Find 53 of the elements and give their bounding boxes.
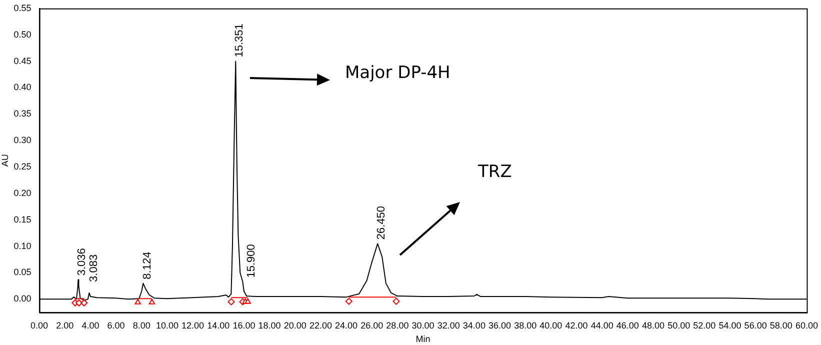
annotation: 3.036 — [76, 248, 88, 276]
y-tick-label: 0.00 — [14, 294, 32, 304]
x-tick-label: 28.00 — [386, 320, 409, 330]
x-tick-label: 14.00 — [207, 320, 230, 330]
x-tick-label: 0.00 — [30, 320, 48, 330]
y-tick-label: 0.05 — [14, 267, 32, 278]
annotation: 15.351 — [234, 24, 246, 58]
y-tick-label: 0.30 — [14, 135, 32, 146]
y-tick-label: 0.50 — [14, 29, 32, 40]
x-tick-label: 34.00 — [462, 320, 486, 330]
x-tick-label: 54.00 — [718, 320, 742, 330]
x-tick-label: 6.00 — [107, 320, 125, 330]
x-tick-label: 36.00 — [488, 320, 512, 330]
x-tick-label: 26.00 — [360, 320, 384, 330]
annotation: 15.900 — [246, 244, 258, 278]
x-axis-title: Min — [416, 334, 430, 344]
y-tick-label: 0.25 — [14, 161, 32, 172]
x-tick-label: 32.00 — [437, 320, 460, 330]
y-tick-label: 0.10 — [14, 240, 32, 251]
y-tick-label: 0.15 — [14, 214, 32, 224]
y-tick-label: 0.55 — [14, 2, 32, 13]
y-tick-label: 0.35 — [14, 108, 32, 119]
annotation: 3.083 — [88, 254, 100, 282]
annotation: 26.450 — [376, 206, 388, 240]
y-tick-label: 0.45 — [14, 56, 32, 66]
y-tick-label: 0.40 — [14, 82, 32, 92]
annotation: TRZ — [478, 162, 512, 182]
x-tick-label: 8.00 — [132, 320, 150, 330]
x-tick-label: 48.00 — [642, 320, 665, 330]
x-tick-label: 24.00 — [335, 320, 358, 330]
x-tick-label: 10.00 — [156, 320, 178, 330]
x-tick-label: 22.00 — [309, 320, 332, 330]
x-tick-label: 16.00 — [232, 320, 256, 330]
x-tick-label: 52.00 — [693, 320, 716, 330]
x-tick-label: 56.00 — [744, 320, 767, 330]
x-tick-label: 44.00 — [590, 320, 614, 330]
y-axis-title: AU — [0, 154, 10, 167]
x-tick-label: 42.00 — [565, 320, 588, 330]
annotation: 8.124 — [141, 252, 154, 280]
x-tick-label: 2.00 — [56, 320, 74, 330]
x-tick-label: 30.00 — [412, 320, 434, 330]
annotation: Major DP-4H — [345, 63, 450, 83]
x-tick-label: 38.00 — [514, 320, 537, 330]
x-tick-label: 50.00 — [668, 320, 690, 330]
y-tick-label: 0.20 — [14, 188, 32, 198]
x-tick-label: 60.00 — [795, 320, 818, 330]
x-tick-label: 40.00 — [540, 320, 562, 330]
x-tick-label: 20.00 — [284, 320, 306, 330]
x-tick-label: 4.00 — [82, 320, 100, 330]
x-tick-label: 18.00 — [258, 320, 281, 330]
x-tick-label: 58.00 — [770, 320, 792, 330]
x-tick-label: 46.00 — [616, 320, 639, 330]
x-tick-label: 12.00 — [182, 320, 204, 330]
